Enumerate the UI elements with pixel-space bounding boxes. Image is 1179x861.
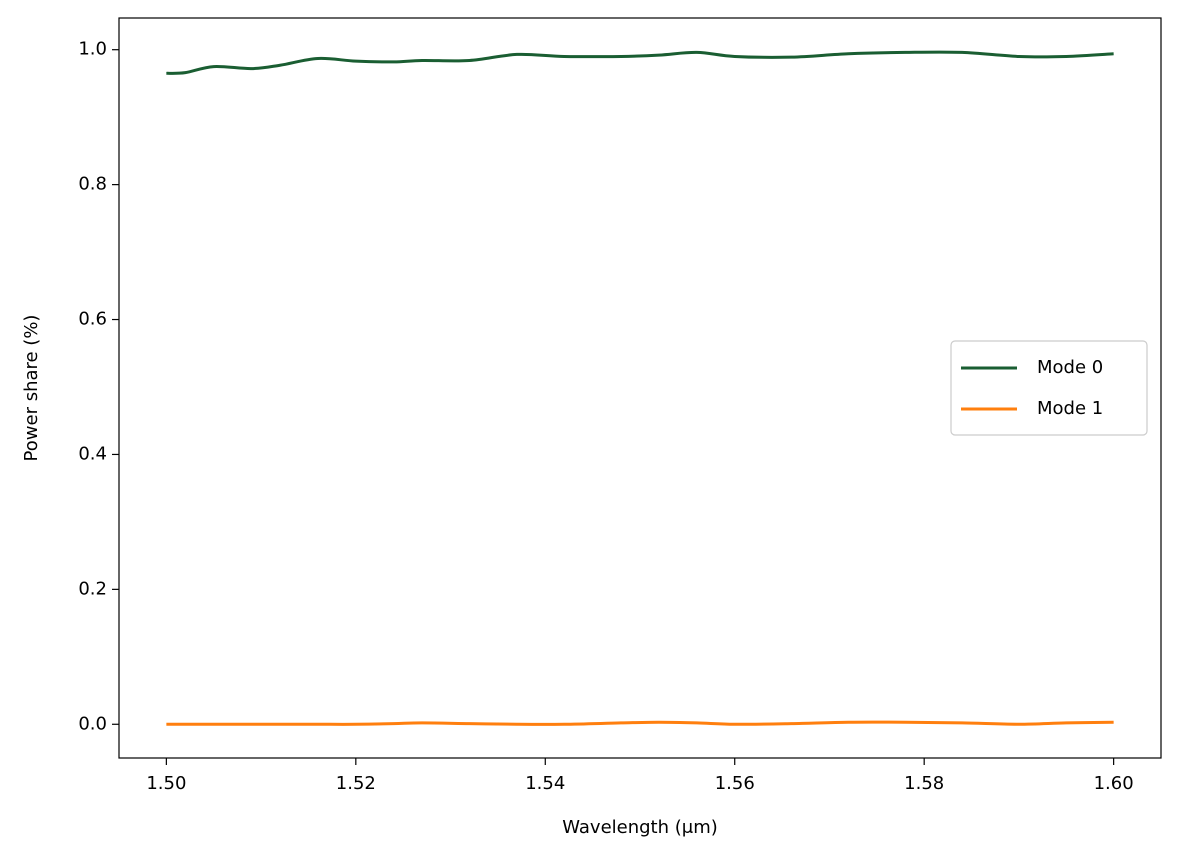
legend-label: Mode 1 [1037,398,1103,419]
legend-box [950,340,1148,436]
y-axis-label: Power share (%) [21,315,42,462]
y-tick-label: 0.4 [78,443,107,464]
series-line [166,50,1114,75]
y-tick-label: 0.8 [78,174,107,195]
y-tick-label: 0.0 [78,713,107,734]
x-tick-label: 1.50 [146,773,186,794]
x-tick-label: 1.58 [904,773,944,794]
x-tick-label: 1.52 [336,773,376,794]
y-tick-label: 0.6 [78,309,107,330]
y-tick-label: 0.2 [78,578,107,599]
series-line [166,720,1114,726]
x-axis-label: Wavelength (μm) [562,817,718,838]
y-tick-label: 1.0 [78,39,107,60]
legend-label: Mode 0 [1037,357,1103,378]
plot-frame [118,17,1162,759]
x-tick-label: 1.54 [525,773,565,794]
x-tick-label: 1.60 [1094,773,1134,794]
x-tick-label: 1.56 [715,773,755,794]
